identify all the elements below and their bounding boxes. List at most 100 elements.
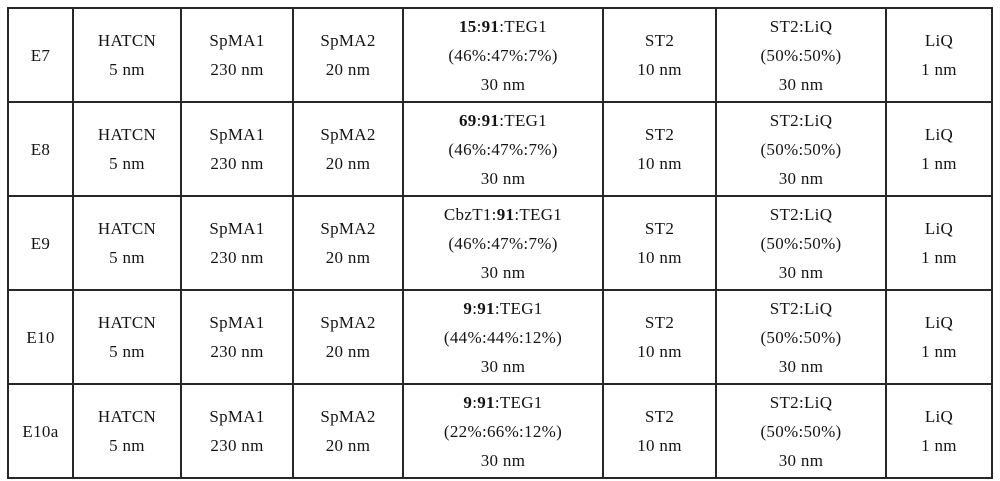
table-cell: ST2 10 nm [602,7,717,103]
cell-line: ST2 [644,313,675,332]
cell-line: HATCN [97,407,157,426]
cell-line: SpMA2 [320,125,376,144]
cell-line: 1 nm [921,60,957,79]
table-cell: SpMA1 230 nm [180,383,294,479]
cell-line: HATCN [97,313,157,332]
cell-line: ST2 [644,31,675,50]
table-cell: 69:91:TEG1 (46%:47%:7%) 30 nm [402,101,604,197]
cell-line: HATCN [97,125,157,144]
cell-line: 30 nm [480,262,526,282]
cell-line: 10 nm [637,60,682,79]
cell-line: 5 nm [109,342,145,361]
table-cell: ST2 10 nm [602,195,717,291]
table-cell: HATCN 5 nm [72,101,182,197]
cell-line: LiQ [924,125,954,144]
cell-line: ST2:LiQ [769,392,833,412]
table-body: E7 HATCN 5 nm SpMA1 230 nm SpMA2 20 nm 15:91:TE… [7,7,993,479]
table-cell: ST2 10 nm [602,289,717,385]
table-cell: SpMA2 20 nm [292,289,404,385]
cell-line: SpMA2 [320,407,376,426]
table-cell: ST2:LiQ (50%:50%) 30 nm [715,101,887,197]
cell-line: SpMA2 [320,31,376,50]
cell-line: ST2:LiQ [769,16,833,36]
cell-line: LiQ [924,219,954,238]
table-cell: HATCN 5 nm [72,195,182,291]
cell-line: SpMA1 [209,407,265,426]
cell-line: SpMA2 [320,219,376,238]
cell-line: (44%:44%:12%) [443,327,563,347]
table-cell: ST2 10 nm [602,383,717,479]
cell-line: (50%:50%) [760,139,842,159]
table-cell: SpMA1 230 nm [180,195,294,291]
table-cell: SpMA1 230 nm [180,101,294,197]
cell-line: HATCN [97,219,157,238]
table-cell: ST2 10 nm [602,101,717,197]
table-cell: 9:91:TEG1 (22%:66%:12%) 30 nm [402,383,604,479]
cell-line: (46%:47%:7%) [448,233,558,253]
cell-line: SpMA1 [209,219,265,238]
cell-line: 30 nm [480,168,526,188]
row-label: E8 [7,101,74,197]
cell-line: ST2:LiQ [769,204,833,224]
table-row: E8 HATCN 5 nm SpMA1 230 nm SpMA2 20 nm 69:91:TE… [7,101,993,197]
row-label: E7 [7,7,74,103]
cell-line: 30 nm [480,356,526,376]
table-cell: SpMA2 20 nm [292,7,404,103]
cell-line: (46%:47%:7%) [448,45,558,65]
table-cell: HATCN 5 nm [72,383,182,479]
table-cell: LiQ 1 nm [885,7,993,103]
cell-line: 20 nm [325,60,371,79]
cell-line: ST2 [644,219,675,238]
table-row: E10 HATCN 5 nm SpMA1 230 nm SpMA2 20 nm 9:91:TE… [7,289,993,385]
cell-line: (50%:50%) [760,45,842,65]
table-cell: ST2:LiQ (50%:50%) 30 nm [715,383,887,479]
table-cell: SpMA2 20 nm [292,101,404,197]
table-cell: LiQ 1 nm [885,383,993,479]
row-label: E9 [7,195,74,291]
cell-line: 30 nm [480,74,526,94]
cell-line: (50%:50%) [760,233,842,253]
cell-line: (50%:50%) [760,327,842,347]
cell-line: 20 nm [325,436,371,455]
table-cell: ST2:LiQ (50%:50%) 30 nm [715,195,887,291]
cell-line: 10 nm [637,436,682,455]
cell-line: 69:91:TEG1 [458,110,548,130]
table-row: E9 HATCN 5 nm SpMA1 230 nm SpMA2 20 nm CbzT1:91… [7,195,993,291]
cell-line: 1 nm [921,342,957,361]
table-cell: HATCN 5 nm [72,7,182,103]
cell-line: 20 nm [325,248,371,267]
cell-line: 30 nm [480,450,526,470]
cell-line: 10 nm [637,342,682,361]
cell-line: ST2 [644,125,675,144]
table-row: E7 HATCN 5 nm SpMA1 230 nm SpMA2 20 nm 15:91:TE… [7,7,993,103]
cell-line: 5 nm [109,436,145,455]
table-cell: 9:91:TEG1 (44%:44%:12%) 30 nm [402,289,604,385]
cell-line: ST2 [644,407,675,426]
cell-line: 30 nm [778,450,824,470]
cell-line: 230 nm [210,248,264,267]
table-cell: ST2:LiQ (50%:50%) 30 nm [715,7,887,103]
row-label: E10 [7,289,74,385]
table-cell: LiQ 1 nm [885,101,993,197]
cell-line: 9:91:TEG1 [463,392,543,412]
cell-line: SpMA1 [209,31,265,50]
cell-line: HATCN [97,31,157,50]
cell-line: 230 nm [210,342,264,361]
cell-line: 9:91:TEG1 [463,298,543,318]
cell-line: (50%:50%) [760,421,842,441]
cell-line: 1 nm [921,436,957,455]
table-cell: LiQ 1 nm [885,289,993,385]
table-cell: LiQ 1 nm [885,195,993,291]
cell-line: (22%:66%:12%) [443,421,563,441]
cell-line: 20 nm [325,154,371,173]
table-cell: SpMA2 20 nm [292,383,404,479]
cell-line: LiQ [924,31,954,50]
cell-line: SpMA1 [209,125,265,144]
row-label: E10a [7,383,74,479]
cell-line: 30 nm [778,168,824,188]
cell-line: 230 nm [210,60,264,79]
cell-line: 10 nm [637,248,682,267]
cell-line: 30 nm [778,262,824,282]
cell-line: LiQ [924,407,954,426]
table-cell: HATCN 5 nm [72,289,182,385]
